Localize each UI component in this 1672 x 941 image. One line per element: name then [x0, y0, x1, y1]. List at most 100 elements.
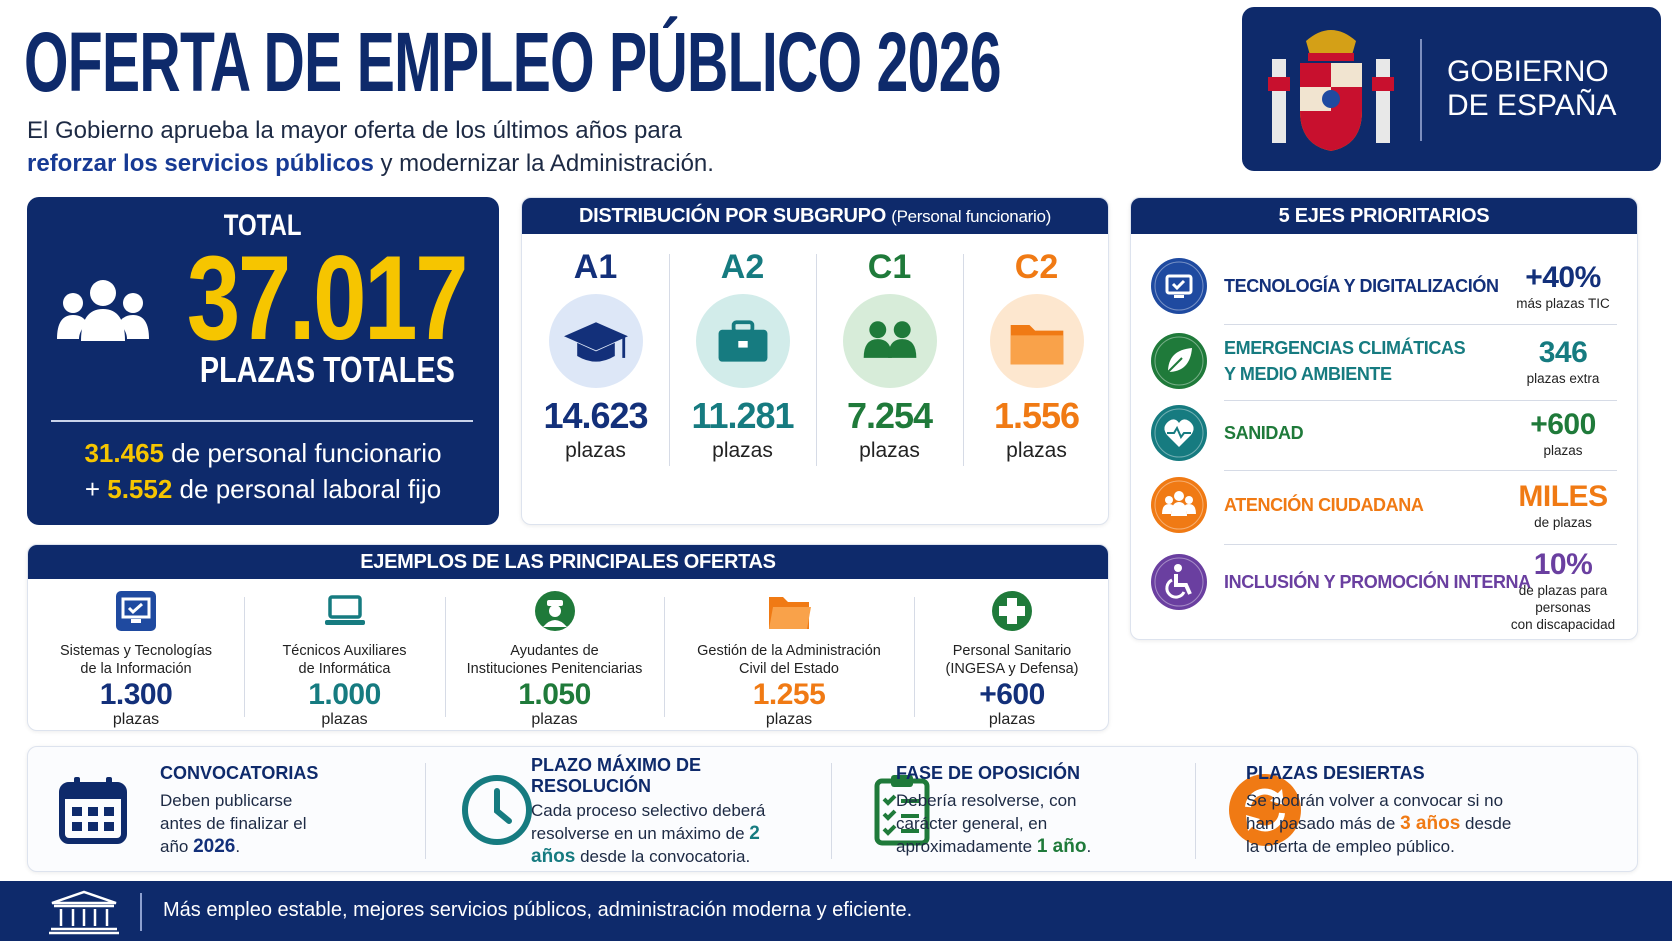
- example-label: Personal Sanitario (INGESA y Defensa): [914, 642, 1108, 678]
- example-item: Técnicos Auxiliares de Informática 1.000 pl…: [244, 581, 445, 730]
- breakdown-line: 31.465 de personal funcionario: [27, 435, 499, 471]
- government-logo: GOBIERNO DE ESPAÑA: [1242, 7, 1661, 171]
- column-divider: [664, 597, 665, 717]
- fact-title: CONVOCATORIAS: [160, 763, 319, 783]
- axis-value: 10%: [1533, 548, 1593, 581]
- example-label: Ayudantes de Instituciones Penitenciarias: [445, 642, 664, 678]
- row-divider: [1224, 400, 1617, 401]
- subgroup-unit: plazas: [565, 439, 626, 462]
- fact-item: PLAZAS DESIERTAS Se podrán volver a convo…: [28, 747, 1637, 871]
- axis-icon: [1151, 333, 1207, 389]
- example-item: Personal Sanitario (INGESA y Defensa) +600…: [914, 581, 1108, 730]
- fact-title: PLAZO MÁXIMO DE RESOLUCIÓN: [531, 755, 701, 796]
- subgroup-panel: DISTRIBUCIÓN POR SUBGRUPO (Personal func…: [521, 197, 1109, 525]
- axis-note: con discapacidad: [1510, 617, 1616, 632]
- fact-text-part: Debería resolverse, con carácter general…: [896, 791, 1077, 856]
- row-divider: [1224, 470, 1617, 471]
- fact-highlight: 2026: [193, 836, 236, 857]
- fact-item: PLAZO MÁXIMO DE RESOLUCIÓN Cada proceso s…: [28, 747, 1637, 871]
- subgroup-count: 11.281: [691, 395, 794, 436]
- example-label-line: Sistemas y Tecnologías: [59, 643, 213, 659]
- subgroup-unit: plazas: [859, 439, 920, 462]
- subgroup-code: C1: [867, 248, 912, 286]
- axis-label: SANIDAD: [1224, 420, 1304, 446]
- column-divider: [244, 597, 245, 717]
- subgroup-icon: [548, 294, 643, 388]
- logo-line: GOBIERNO: [1447, 55, 1609, 88]
- axis-label-line: SANIDAD: [1224, 423, 1304, 443]
- footer-divider: [140, 893, 142, 931]
- example-count: 1.300: [99, 678, 173, 711]
- axis-value-block: +600 plazas: [1493, 408, 1633, 459]
- axis-label-line: ATENCIÓN CIUDADANA: [1224, 495, 1424, 515]
- row-divider: [1224, 324, 1617, 325]
- panel-header: EJEMPLOS DE LAS PRINCIPALES OFERTAS: [28, 545, 1108, 579]
- subgroup-column: C2 1.556 plazas: [963, 234, 1108, 524]
- column-divider: [1195, 763, 1196, 859]
- page-title: OFERTA DE EMPLEO PÚBLICO 2026: [24, 15, 1002, 109]
- fact-highlight: 2 años: [531, 823, 760, 867]
- fact-text: Deben publicarse antes de finalizar el a…: [160, 789, 320, 858]
- axis-value: 346: [1538, 335, 1588, 369]
- axis-label-line: TECNOLOGÍA Y DIGITALIZACIÓN: [1224, 276, 1499, 296]
- total-number: 37.017: [187, 231, 469, 365]
- fact-text: Cada proceso selectivo deberá resolverse…: [531, 799, 771, 868]
- axis-note: plazas: [1543, 442, 1583, 458]
- axis-label: ATENCIÓN CIUDADANA: [1224, 492, 1424, 518]
- subgroup-icon: [695, 294, 790, 388]
- fact-item: CONVOCATORIAS Deben publicarse antes de f…: [28, 747, 1637, 871]
- axis-label: INCLUSIÓN Y PROMOCIÓN INTERNA: [1224, 569, 1531, 595]
- example-icon: [116, 591, 156, 631]
- subgroup-count: 7.254: [846, 395, 933, 436]
- example-label-line: Técnicos Auxiliares: [282, 643, 407, 659]
- examples-panel: EJEMPLOS DE LAS PRINCIPALES OFERTAS Sist…: [27, 544, 1109, 731]
- subtitle-line: reforzar los servicios públicos y modern…: [27, 147, 714, 180]
- example-label-line: (INGESA y Defensa): [945, 661, 1079, 677]
- axis-value-block: MILES de plazas: [1493, 480, 1633, 531]
- breakdown-value: 5.552: [107, 474, 173, 504]
- breakdown-text: de personal laboral fijo: [179, 474, 442, 504]
- subgroup-column: C1 7.254 plazas: [816, 234, 963, 524]
- axis-label: EMERGENCIAS CLIMÁTICAS Y MEDIO AMBIENTE: [1224, 335, 1466, 387]
- fact-title: PLAZAS DESIERTAS: [1246, 763, 1425, 783]
- breakdown-text: de personal funcionario: [171, 438, 442, 468]
- example-item: Sistemas y Tecnologías de la Información 1…: [28, 581, 244, 730]
- example-icon: [769, 597, 811, 629]
- axis-label-line: EMERGENCIAS CLIMÁTICAS: [1224, 338, 1466, 358]
- example-label: Técnicos Auxiliares de Informática: [244, 642, 445, 678]
- logo-line: DE ESPAÑA: [1447, 89, 1617, 122]
- column-divider: [445, 597, 446, 717]
- panel-note: (Personal funcionario): [891, 207, 1051, 226]
- subgroup-unit: plazas: [712, 439, 773, 462]
- axis-note: de plazas para personas: [1518, 583, 1608, 615]
- fact-icon: [462, 775, 532, 845]
- example-label-line: Civil del Estado: [739, 661, 839, 677]
- fact-text-part: Se podrán volver a convocar si no han pa…: [1246, 791, 1504, 833]
- subgroup-icon: [842, 294, 937, 388]
- axis-label-line: Y MEDIO AMBIENTE: [1224, 364, 1392, 384]
- example-label-line: Gestión de la Administración: [697, 643, 881, 659]
- example-unit: plazas: [531, 711, 578, 728]
- example-unit: plazas: [765, 711, 813, 728]
- fact-text-part: desde la oferta de empleo público.: [1246, 814, 1512, 856]
- subtitle-text: y modernizar la Administración.: [380, 150, 714, 177]
- fact-highlight: 1 año: [1036, 836, 1087, 857]
- example-unit: plazas: [321, 711, 368, 728]
- example-count: 1.050: [518, 678, 591, 711]
- subgroup-icon: [989, 294, 1084, 388]
- subgroup-code: A1: [573, 248, 618, 286]
- fact-text-part: .: [1086, 837, 1092, 856]
- subgroup-code: A2: [720, 248, 765, 286]
- example-icon: [324, 595, 365, 625]
- fact-text-part: .: [235, 837, 241, 856]
- subgroup-count: 14.623: [543, 395, 648, 436]
- divider: [51, 420, 473, 422]
- panel-header: 5 EJES PRIORITARIOS: [1131, 198, 1637, 234]
- subgroup-column: A1 14.623 plazas: [522, 234, 669, 524]
- axis-label-line: INCLUSIÓN Y PROMOCIÓN INTERNA: [1224, 572, 1531, 592]
- fact-text: Debería resolverse, con carácter general…: [896, 789, 1111, 858]
- example-label: Sistemas y Tecnologías de la Información: [28, 642, 244, 678]
- total-label: TOTAL: [224, 209, 302, 242]
- example-label-line: Personal Sanitario: [952, 643, 1072, 659]
- axis-value: +600: [1530, 407, 1596, 441]
